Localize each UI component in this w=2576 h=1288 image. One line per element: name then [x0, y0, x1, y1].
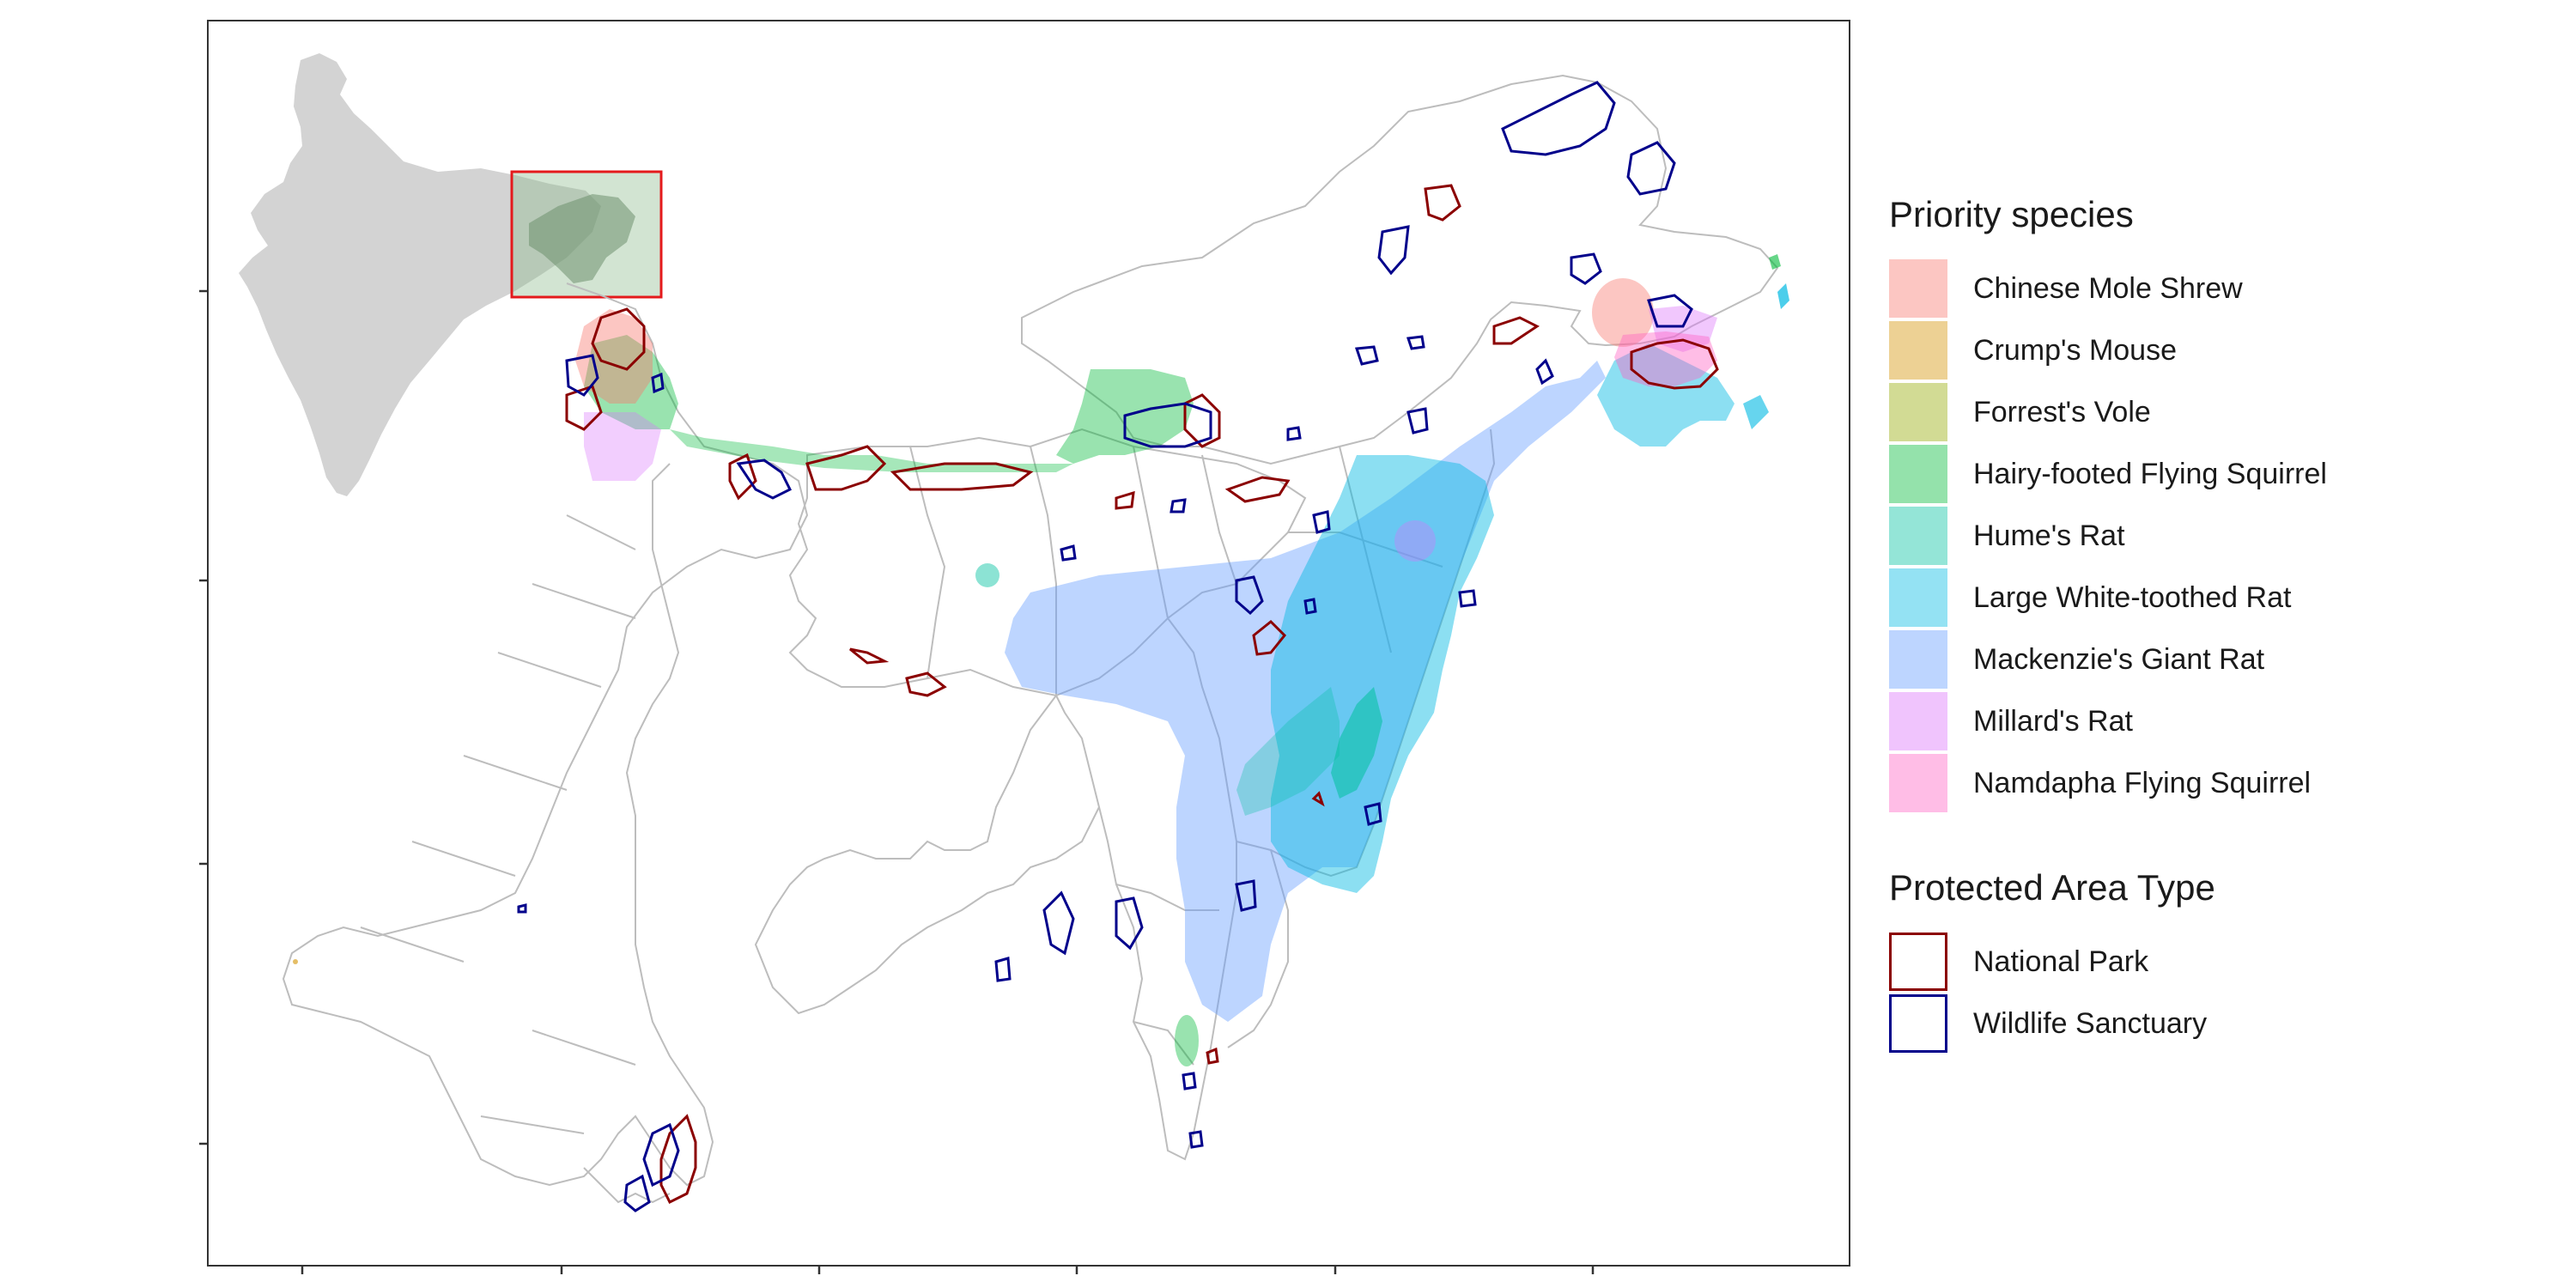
legend-swatch	[1889, 507, 1947, 565]
legend-item-humes-rat: Hume's Rat	[1889, 505, 2542, 567]
legend-swatch	[1889, 568, 1947, 627]
plot-panel-border	[207, 20, 1850, 1267]
legend-label: Hume's Rat	[1973, 519, 2125, 552]
legend-label: Large White-toothed Rat	[1973, 580, 2292, 614]
legend-item-hairy-footed-flying-squirrel: Hairy-footed Flying Squirrel	[1889, 443, 2542, 505]
legend-label: Mackenzie's Giant Rat	[1973, 642, 2265, 676]
legend-swatch	[1889, 933, 1947, 991]
legend-label: Namdapha Flying Squirrel	[1973, 766, 2312, 799]
legend-swatch	[1889, 754, 1947, 812]
legend-protected-area: Protected Area Type National Park Wildli…	[1889, 867, 2542, 1054]
legend-item-forrests-vole: Forrest's Vole	[1889, 381, 2542, 443]
x-axis-ticks	[301, 1266, 1595, 1274]
legend-species-title: Priority species	[1889, 194, 2134, 234]
legend-item-national-park: National Park	[1889, 931, 2542, 993]
india-inset	[239, 53, 663, 496]
legend: Priority species Chinese Mole Shrew Crum…	[1889, 194, 2542, 1054]
legend-swatch	[1889, 630, 1947, 689]
protected-areas-national-park	[565, 184, 1719, 1205]
legend-swatch	[1889, 383, 1947, 441]
india-silhouette	[239, 53, 601, 496]
legend-item-chinese-mole-shrew: Chinese Mole Shrew	[1889, 258, 2542, 319]
y-axis-ticks	[199, 289, 208, 1145]
legend-item-wildlife-sanctuary: Wildlife Sanctuary	[1889, 993, 2542, 1054]
species-ranges	[293, 254, 1789, 1066]
legend-item-mackenzies-giant-rat: Mackenzie's Giant Rat	[1889, 629, 2542, 690]
region-boundaries	[282, 74, 1779, 1204]
legend-swatch	[1889, 321, 1947, 380]
legend-item-namdapha-flying-squirrel: Namdapha Flying Squirrel	[1889, 752, 2542, 814]
legend-label: Crump's Mouse	[1973, 333, 2178, 367]
legend-swatch	[1889, 445, 1947, 503]
legend-label: Chinese Mole Shrew	[1973, 271, 2243, 305]
range-millards-rat	[584, 412, 661, 481]
legend-label: Hairy-footed Flying Squirrel	[1973, 457, 2327, 490]
legend-label: Forrest's Vole	[1973, 395, 2151, 428]
range-mackenzies-giant-rat	[1005, 361, 1606, 1022]
legend-protected-area-title: Protected Area Type	[1889, 867, 2215, 908]
legend-item-millards-rat: Millard's Rat	[1889, 690, 2542, 752]
legend-item-large-white-toothed-rat: Large White-toothed Rat	[1889, 567, 2542, 629]
range-namdapha-flying-squirrel	[1614, 331, 1717, 386]
inset-northeast-shape	[529, 194, 635, 283]
legend-swatch	[1889, 692, 1947, 750]
legend-species: Priority species Chinese Mole Shrew Crum…	[1889, 194, 2542, 814]
legend-label: National Park	[1973, 945, 2149, 978]
protected-areas-wildlife-sanctuary	[517, 81, 1693, 1212]
range-large-white-toothed-rat	[1271, 455, 1494, 893]
legend-item-crumps-mouse: Crump's Mouse	[1889, 319, 2542, 381]
range-humes-rat	[1331, 687, 1382, 799]
legend-swatch	[1889, 259, 1947, 318]
legend-label: Millard's Rat	[1973, 704, 2133, 738]
legend-label: Wildlife Sanctuary	[1973, 1006, 2208, 1040]
legend-swatch	[1889, 994, 1947, 1053]
